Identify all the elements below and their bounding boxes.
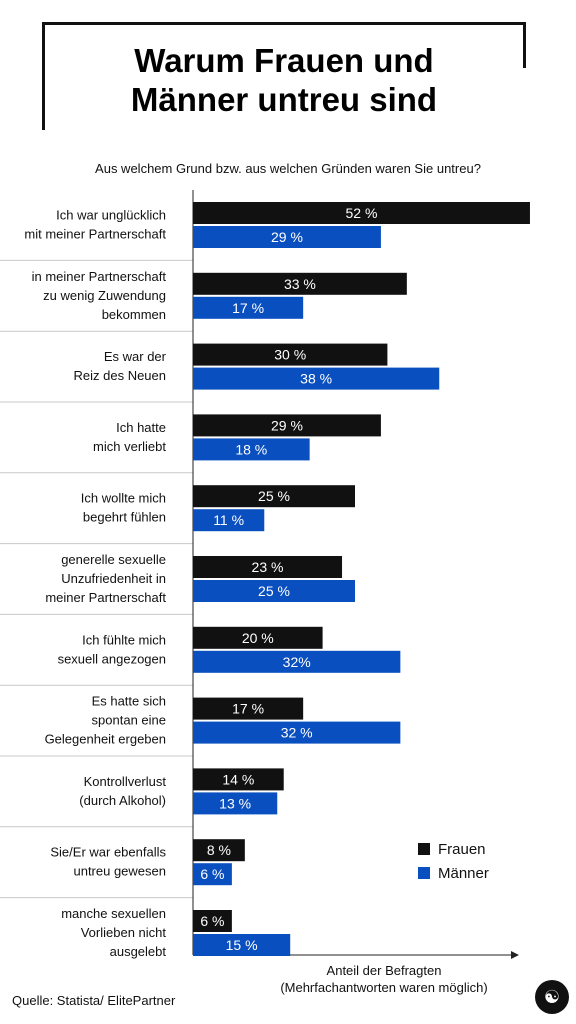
category-label: Es war der Reiz des Neuen (74, 349, 167, 383)
title-frame: Warum Frauen und Männer untreu sind (42, 22, 526, 130)
legend-swatch-maenner (418, 867, 430, 879)
data-label-maenner: 32 % (281, 725, 313, 741)
data-label-maenner: 11 % (213, 512, 244, 528)
data-label-frauen: 8 % (207, 842, 231, 858)
bar-maenner (193, 296, 304, 319)
data-label-maenner: 6 % (200, 866, 224, 882)
bar-frauen (193, 839, 245, 862)
title-line-1: Warum Frauen und (134, 42, 434, 79)
category-label: generelle sexuelle Unzufriedenheit in mein… (45, 552, 166, 605)
chart-title: Warum Frauen und Männer untreu sind (42, 41, 526, 119)
data-label-frauen: 17 % (232, 701, 264, 717)
bar-maenner (193, 721, 401, 744)
bar-frauen (193, 485, 355, 508)
data-label-frauen: 6 % (200, 913, 224, 929)
legend-label-maenner: Männer (438, 865, 489, 882)
category-label: manche sexuellen Vorlieben nicht ausgelebt (61, 906, 166, 959)
bar-frauen (193, 556, 343, 578)
data-label-frauen: 25 % (258, 488, 290, 504)
data-label-maenner: 13 % (219, 795, 251, 811)
data-label-frauen: 52 % (346, 205, 378, 221)
bar-frauen (193, 343, 388, 366)
legend-swatch-frauen (418, 843, 430, 855)
source-note: Quelle: Statista/ ElitePartner (12, 993, 176, 1008)
category-label: Ich fühlte mich sexuell angezogen (58, 632, 166, 666)
category-label: Ich wollte mich begehrt fühlen (81, 491, 166, 525)
category-label: Ich war unglücklich mit meiner Partnersch… (24, 208, 166, 242)
data-label-frauen: 14 % (222, 771, 254, 787)
category-label: Ich hatte mich verliebt (93, 420, 166, 454)
bar-maenner (193, 509, 265, 532)
bar-maenner (193, 367, 440, 390)
legend-label-frauen: Frauen (438, 841, 486, 858)
title-line-2: Männer untreu sind (130, 81, 438, 118)
bar-maenner (193, 438, 310, 461)
frame-top-line (42, 22, 526, 25)
data-label-maenner: 17 % (232, 300, 264, 316)
data-label-frauen: 29 % (271, 417, 303, 433)
figure-icon: ☯ (535, 980, 569, 1014)
data-label-maenner: 18 % (235, 441, 267, 457)
bar-frauen (193, 697, 304, 720)
bar-maenner (193, 792, 278, 815)
chart-subtitle: Aus welchem Grund bzw. aus welchen Gründ… (95, 161, 481, 176)
bar-maenner (193, 226, 381, 248)
bar-maenner (193, 863, 232, 886)
bar-frauen (193, 414, 381, 437)
frame-right-line (523, 22, 526, 68)
bar-maenner (193, 934, 291, 956)
category-label: Es hatte sich spontan eine Gelegenheit erg… (45, 694, 166, 747)
data-label-frauen: 23 % (252, 559, 284, 575)
bar-frauen (193, 202, 530, 224)
bar-frauen (193, 626, 323, 649)
data-label-maenner: 25 % (258, 583, 290, 599)
bar-frauen (193, 272, 407, 295)
data-label-maenner: 15 % (226, 937, 258, 953)
x-axis-label: (Mehrfachantworten waren möglich) (280, 980, 487, 995)
data-label-frauen: 33 % (284, 276, 316, 292)
data-label-frauen: 20 % (242, 630, 274, 646)
bar-frauen (193, 910, 232, 932)
x-axis-arrow (511, 951, 519, 959)
data-label-maenner: 38 % (300, 371, 332, 387)
bar-maenner (193, 580, 355, 602)
bar-maenner (193, 650, 401, 673)
x-axis-label: Anteil der Befragten (327, 963, 442, 978)
category-label: in meiner Partnerschaft zu wenig Zuwendun… (32, 269, 167, 322)
data-label-maenner: 29 % (271, 229, 303, 245)
data-label-maenner: 32% (283, 654, 311, 670)
category-label: Kontrollverlust (durch Alkohol) (79, 774, 166, 808)
bar-frauen (193, 768, 284, 791)
frame-left-line (42, 22, 45, 130)
category-label: Sie/Er war ebenfalls untreu gewesen (50, 845, 166, 879)
data-label-frauen: 30 % (274, 347, 306, 363)
